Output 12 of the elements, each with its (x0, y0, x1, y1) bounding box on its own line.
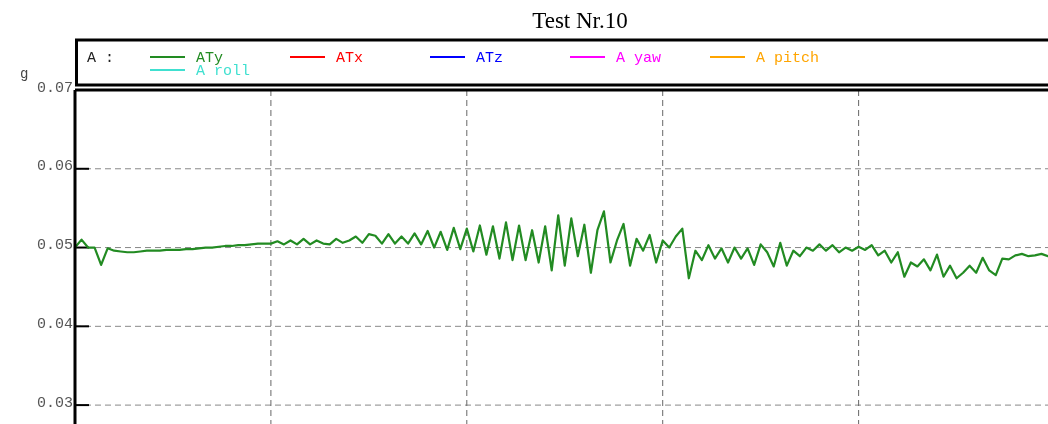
y-tick-label: 0.04 (36, 315, 73, 333)
legend-title: A : (87, 50, 115, 67)
legend-label: A yaw (616, 50, 662, 67)
legend-label: A pitch (756, 50, 820, 67)
y-tick-label: 0.03 (36, 394, 73, 412)
y-tick-label: 0.05 (36, 237, 73, 255)
y-tick-label: 0.07 (36, 79, 73, 97)
chart-title: Test Nr.10 (532, 8, 628, 33)
y-tick-label: 0.06 (36, 158, 73, 176)
legend-label: ATz (476, 50, 504, 67)
y-axis-title: g (20, 66, 29, 82)
legend-label: ATx (336, 50, 364, 67)
